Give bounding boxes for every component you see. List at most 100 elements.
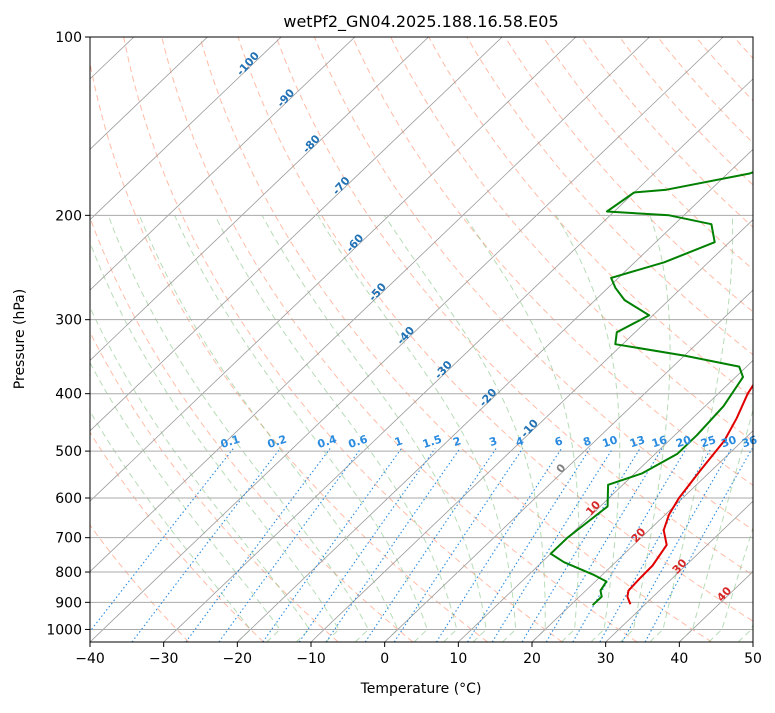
mixing-ratio-line [82, 449, 234, 643]
x-tick-label: 40 [670, 651, 688, 667]
moist-adiabat [215, 215, 457, 642]
dry-adiabat [353, 37, 775, 642]
chart-title: wetPf2_GN04.2025.188.16.58.E05 [283, 12, 558, 32]
y-tick-label: 300 [55, 313, 82, 329]
isotherm-label: -100 [234, 49, 262, 78]
moist-adiabat [650, 215, 733, 642]
moist-adiabat [318, 215, 516, 642]
isotherm-label: -50 [366, 280, 389, 304]
dry-adiabat [581, 37, 775, 642]
dry-adiabat [696, 37, 775, 642]
x-tick-label: −40 [75, 651, 105, 667]
mixing-ratio-line [394, 449, 523, 643]
moist-adiabat [8, 215, 251, 642]
isotherm [679, 37, 775, 642]
moist-adiabat [108, 215, 368, 642]
isotherm-label: -60 [343, 231, 366, 255]
moist-adiabat [139, 215, 397, 642]
moist-adiabat [175, 215, 428, 642]
moist-adiabat-label: 20 [629, 525, 649, 545]
x-tick-label: 0 [380, 651, 389, 667]
x-tick-label: −30 [149, 651, 179, 667]
mixing-ratio-line [436, 449, 561, 643]
mixing-ratio-line [219, 449, 361, 643]
mixing-ratio-label: 3 [488, 434, 499, 449]
mixing-ratio-label: 8 [582, 434, 593, 449]
dry-adiabat [467, 37, 775, 642]
moist-adiabat-label: 0 [554, 461, 569, 476]
y-tick-label: 1000 [46, 622, 82, 638]
y-tick-label: 900 [55, 595, 82, 611]
isotherm-label: -70 [330, 174, 353, 198]
isotherm [0, 37, 207, 642]
mixing-ratio-line [546, 449, 662, 643]
mixing-ratio-label: 16 [650, 433, 669, 450]
moist-adiabat [679, 215, 775, 642]
dry-adiabat [314, 37, 775, 642]
mixing-ratio-line [622, 449, 731, 643]
dry-adiabat [86, 37, 488, 642]
isotherm-label: -40 [394, 324, 417, 348]
moist-adiabat-label: 30 [670, 556, 690, 576]
mixing-ratio-line [645, 449, 752, 643]
mixing-ratio-line [492, 449, 612, 643]
y-tick-label: 100 [55, 30, 82, 46]
moist-adiabat [262, 215, 486, 642]
mixing-ratio-label: 1 [393, 434, 404, 449]
plot-content [0, 37, 775, 642]
moist-adiabat-label: 40 [714, 584, 734, 604]
y-axis-label: Pressure (hPa) [12, 289, 28, 389]
isotherm-label: -20 [477, 386, 500, 410]
isotherm-label: -80 [300, 132, 323, 156]
dewpoint-profile [551, 37, 775, 605]
isotherm [0, 37, 60, 642]
isotherm-label: -30 [432, 358, 455, 382]
x-tick-label: −20 [223, 651, 253, 667]
y-tick-label: 200 [55, 208, 82, 224]
mixing-ratio-label: 0.4 [316, 432, 339, 450]
y-tick-label: 700 [55, 531, 82, 547]
moist-adiabat [709, 215, 775, 642]
moist-adiabat-label: 10 [583, 498, 603, 518]
isotherm [0, 37, 576, 642]
isotherm [606, 37, 775, 642]
x-tick-label: 20 [523, 651, 541, 667]
mixing-ratio-label: 36 [740, 433, 759, 450]
y-tick-label: 400 [55, 387, 82, 403]
x-tick-label: 30 [597, 651, 615, 667]
isotherm-label: -90 [274, 86, 297, 110]
dry-adiabat [0, 37, 189, 642]
dry-adiabat [200, 37, 712, 642]
x-tick-label: 50 [744, 651, 762, 667]
mixing-ratio-label: 10 [601, 433, 620, 450]
isotherm [0, 37, 281, 642]
dry-adiabat [734, 37, 775, 642]
x-tick-label: 10 [449, 651, 467, 667]
mixing-ratio-label: 13 [628, 433, 647, 450]
y-tick-label: 800 [55, 565, 82, 581]
mixing-ratio-label: 2 [451, 434, 462, 449]
mixing-ratio-line [186, 449, 330, 643]
dry-adiabat [620, 37, 775, 642]
isotherm [753, 37, 775, 642]
isotherm [237, 37, 775, 642]
moist-adiabat [738, 215, 775, 642]
mixing-ratio-line [522, 449, 640, 643]
mixing-ratio-label: 6 [553, 434, 565, 449]
x-tick-label: −10 [296, 651, 326, 667]
mixing-ratio-label: 25 [699, 433, 718, 450]
x-axis-label: Temperature (°C) [360, 681, 482, 697]
moist-adiabat [556, 215, 620, 642]
dry-adiabat [0, 37, 263, 642]
x-axis: −40 −30 −20 −10 0 10 20 30 40 50 [75, 642, 762, 667]
moist-adiabat [620, 215, 670, 642]
isotherm [0, 37, 428, 642]
dry-adiabat [543, 37, 775, 642]
mixing-ratio-label: 0.1 [219, 433, 242, 451]
mixing-ratio-line [326, 449, 460, 643]
